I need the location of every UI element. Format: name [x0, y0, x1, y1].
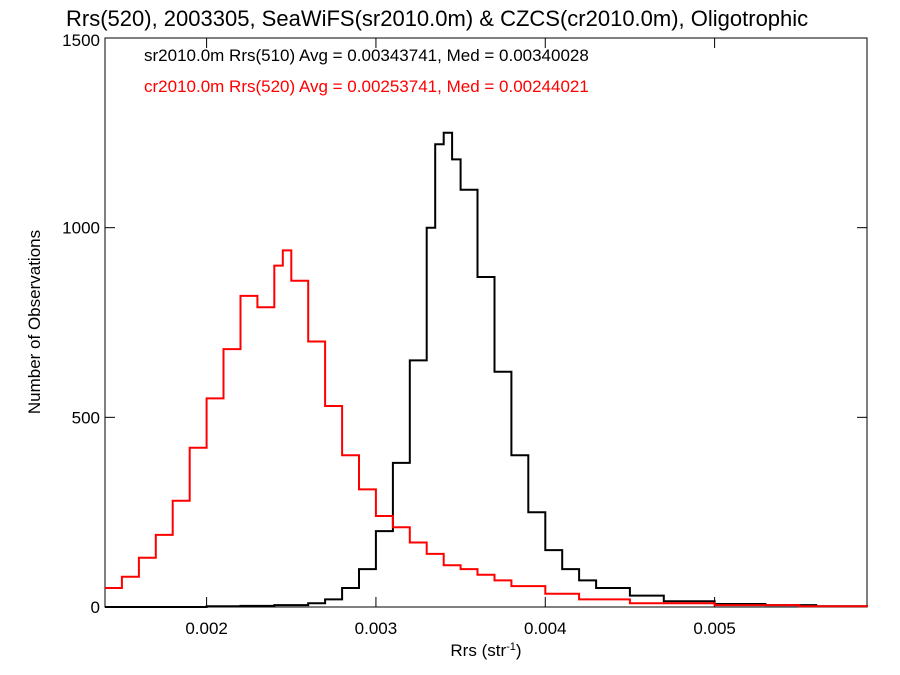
chart-title: Rrs(520), 2003305, SeaWiFS(sr2010.0m) & … — [66, 6, 808, 31]
y-tick-label: 0 — [91, 598, 100, 617]
x-tick-label: 0.004 — [524, 619, 567, 638]
series-line-sr2010 — [105, 131, 868, 608]
legend-entry-sr2010: sr2010.0m Rrs(510) Avg = 0.00343741, Med… — [144, 46, 589, 65]
x-axis: 0.002 0.003 0.004 0.005 — [185, 38, 736, 638]
series-group — [105, 131, 868, 608]
y-tick-label: 1500 — [62, 31, 100, 50]
x-axis-label-superscript: -1 — [506, 641, 516, 653]
y-axis-label: Number of Observations — [25, 230, 44, 414]
y-tick-label: 1000 — [62, 219, 100, 238]
x-axis-label-close: ) — [516, 641, 522, 660]
x-axis-label: Rrs (str-1) — [450, 641, 521, 660]
series-line-cr2010 — [105, 249, 868, 608]
x-tick-label: 0.003 — [355, 619, 398, 638]
x-tick-label: 0.002 — [185, 619, 228, 638]
y-axis: 0 500 1000 1500 — [62, 31, 867, 617]
y-tick-label: 500 — [72, 408, 100, 427]
legend-entry-cr2010: cr2010.0m Rrs(520) Avg = 0.00253741, Med… — [144, 77, 589, 96]
x-axis-label-main: Rrs (str — [450, 641, 506, 660]
x-tick-label: 0.005 — [693, 619, 736, 638]
plot-frame — [104, 37, 868, 608]
